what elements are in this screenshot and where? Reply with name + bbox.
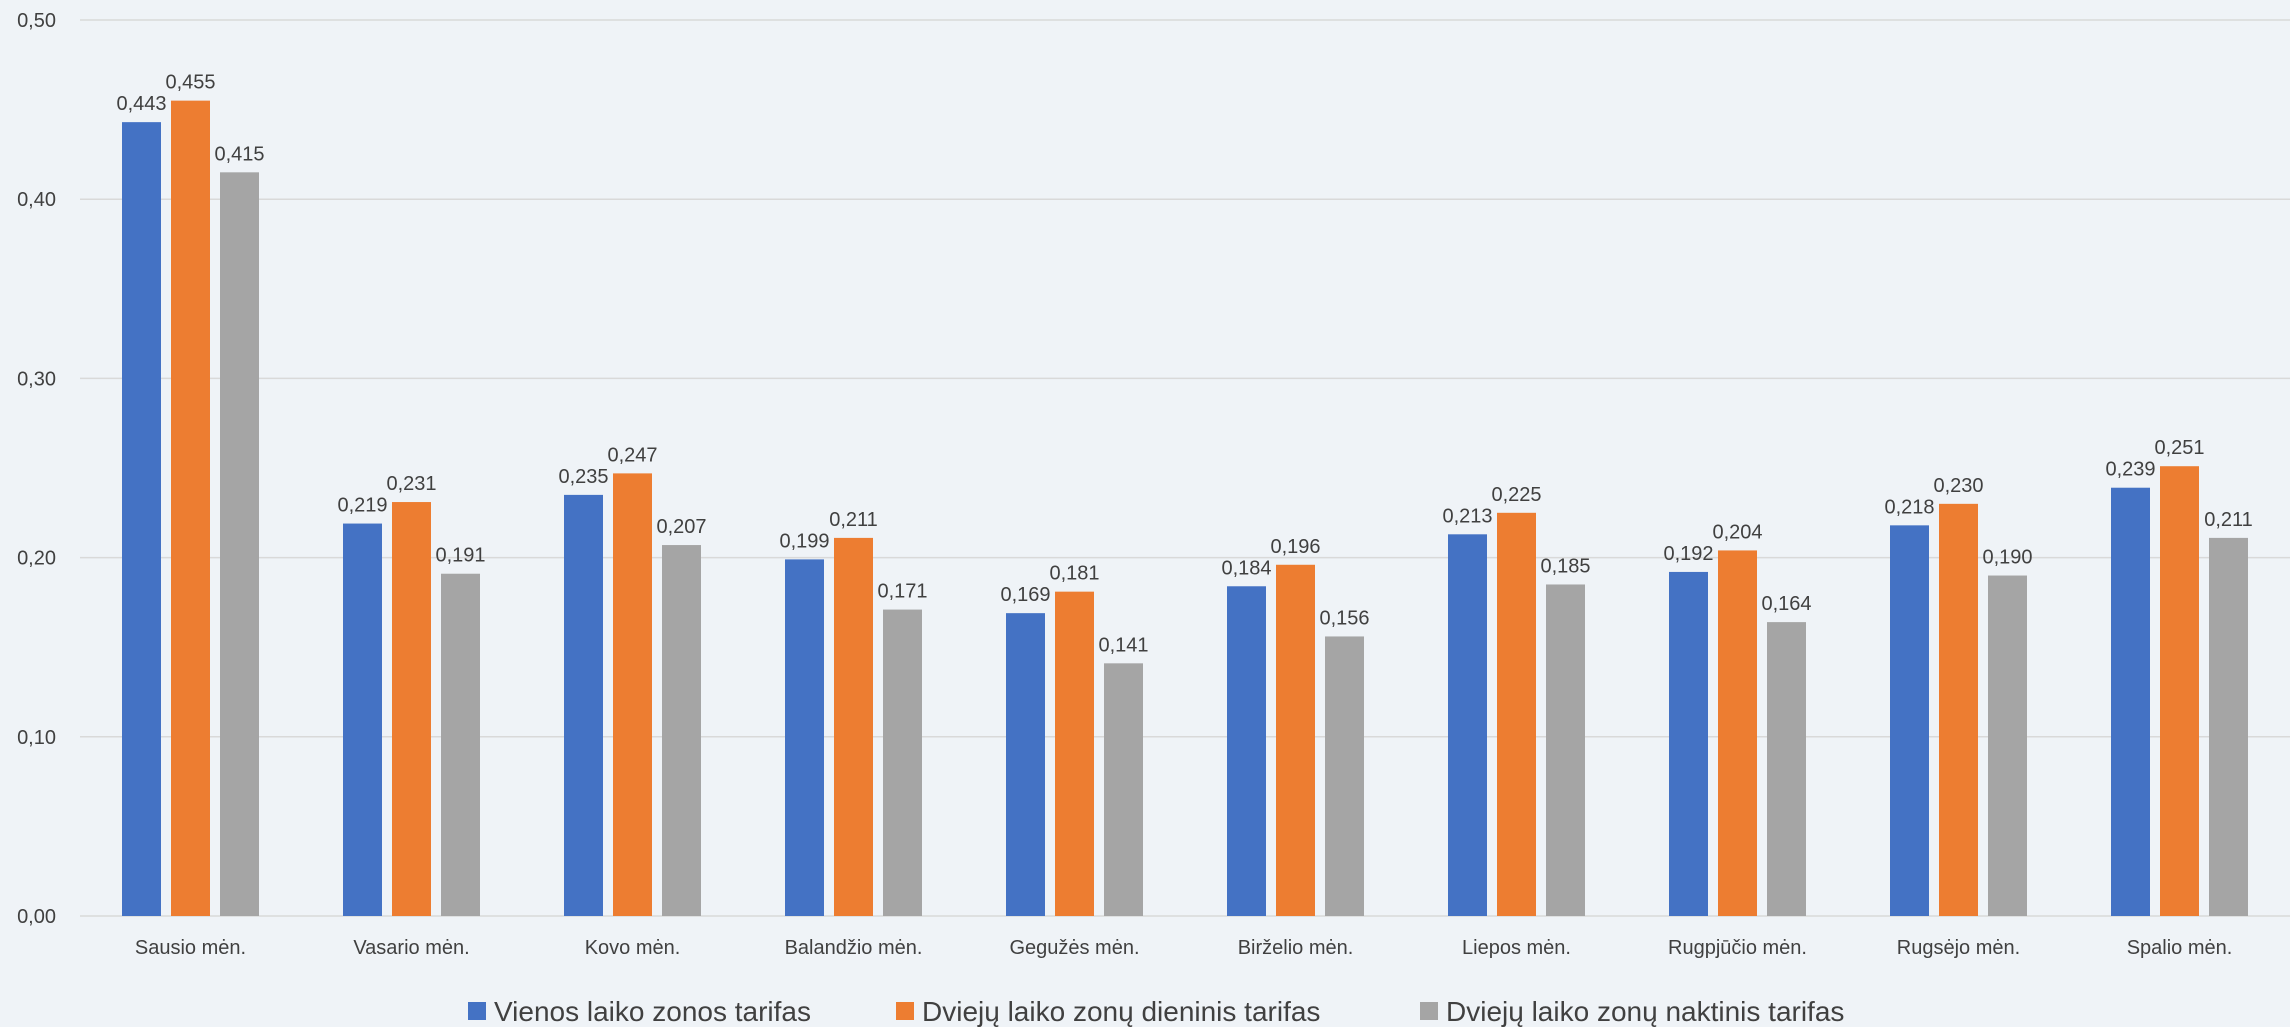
y-tick-label: 0,30 [17, 368, 56, 390]
bar [1767, 622, 1806, 916]
legend-label: Vienos laiko zonos tarifas [494, 996, 811, 1027]
data-label: 0,231 [386, 473, 436, 495]
x-tick-label: Liepos mėn. [1462, 937, 1571, 959]
y-tick-label: 0,50 [17, 10, 56, 32]
bar [785, 559, 824, 916]
x-tick-label: Birželio mėn. [1238, 937, 1354, 959]
bar [1006, 613, 1045, 916]
bar [220, 172, 259, 916]
legend-label: Dviejų laiko zonų dieninis tarifas [922, 996, 1320, 1027]
data-label: 0,190 [1982, 547, 2032, 569]
data-label: 0,184 [1221, 557, 1271, 579]
bar [662, 545, 701, 916]
bar [834, 537, 873, 916]
data-label: 0,211 [2204, 509, 2253, 531]
bar [1669, 571, 1708, 916]
data-label: 0,235 [558, 466, 608, 488]
x-tick-label: Sausio mėn. [135, 937, 246, 959]
bar [1718, 550, 1757, 916]
bar [171, 100, 210, 916]
data-label: 0,211 [829, 509, 878, 531]
x-tick-label: Gegužės mėn. [1009, 937, 1139, 959]
legend-swatch [1420, 1002, 1438, 1020]
bar [2111, 487, 2150, 916]
x-tick-label: Vasario mėn. [353, 937, 469, 959]
data-label: 0,213 [1442, 505, 1492, 527]
bar [883, 609, 922, 916]
data-label: 0,415 [214, 143, 264, 165]
bar [392, 502, 431, 916]
x-tick-label: Kovo mėn. [585, 937, 681, 959]
data-label: 0,196 [1270, 536, 1320, 558]
bar [1104, 663, 1143, 916]
bar [613, 473, 652, 916]
data-label: 0,199 [779, 530, 829, 552]
x-tick-label: Spalio mėn. [2127, 937, 2233, 959]
data-label: 0,207 [656, 516, 706, 538]
bar [343, 523, 382, 916]
data-label: 0,239 [2105, 459, 2155, 481]
legend-swatch [468, 1002, 486, 1020]
bar [1890, 525, 1929, 916]
bar [1448, 534, 1487, 916]
y-tick-label: 0,10 [17, 727, 56, 749]
bar [1497, 512, 1536, 916]
data-label: 0,171 [877, 581, 927, 603]
x-tick-label: Rugsėjo mėn. [1897, 937, 2020, 959]
data-label: 0,225 [1491, 484, 1541, 506]
legend-swatch [896, 1002, 914, 1020]
y-tick-label: 0,20 [17, 548, 56, 570]
bar [2160, 466, 2199, 916]
y-tick-label: 0,40 [17, 189, 56, 211]
bar [1227, 586, 1266, 916]
data-label: 0,191 [435, 545, 485, 567]
data-label: 0,443 [116, 93, 166, 115]
bar [1276, 564, 1315, 916]
bar [1546, 584, 1585, 916]
data-label: 0,185 [1540, 555, 1590, 577]
data-label: 0,230 [1933, 475, 1983, 497]
data-label: 0,141 [1098, 634, 1148, 656]
data-label: 0,247 [607, 444, 657, 466]
bar [564, 494, 603, 916]
data-label: 0,164 [1761, 593, 1811, 615]
data-label: 0,192 [1663, 543, 1713, 565]
data-label: 0,204 [1712, 521, 1762, 543]
data-label: 0,251 [2154, 437, 2204, 459]
legend: Vienos laiko zonos tarifas Dviejų laiko z… [468, 996, 1844, 1027]
bar [441, 573, 480, 916]
x-tick-label: Rugpjūčio mėn. [1668, 937, 1807, 959]
category-labels: Sausio mėn. Vasario mėn. Kovo mėn. Balandži… [135, 937, 2232, 959]
bar [1939, 503, 1978, 916]
bar [1988, 575, 2027, 916]
data-label: 0,156 [1319, 607, 1369, 629]
data-label: 0,455 [165, 72, 215, 94]
bar [122, 122, 161, 917]
data-label: 0,218 [1884, 496, 1934, 518]
bar [2209, 537, 2248, 916]
x-tick-label: Balandžio mėn. [785, 937, 923, 959]
bar [1325, 636, 1364, 916]
y-axis-ticks: 0,00 0,10 0,20 0,30 0,40 0,50 [17, 10, 56, 928]
legend-label: Dviejų laiko zonų naktinis tarifas [1446, 996, 1844, 1027]
data-label: 0,169 [1000, 584, 1050, 606]
data-label: 0,219 [337, 495, 387, 517]
data-label: 0,181 [1049, 563, 1099, 585]
bars [122, 100, 2248, 917]
y-tick-label: 0,00 [17, 906, 56, 928]
bar [1055, 591, 1094, 916]
